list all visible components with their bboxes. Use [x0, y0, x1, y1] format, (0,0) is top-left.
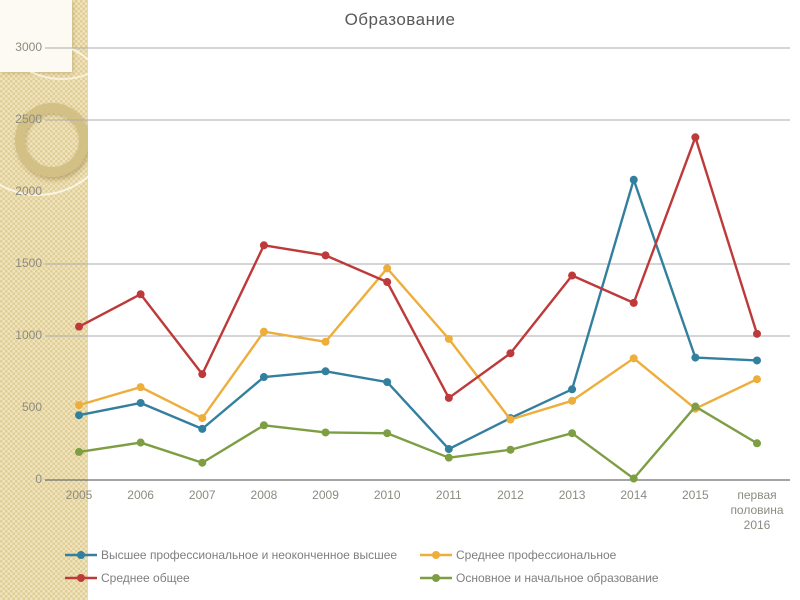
- x-axis-label: 2012: [497, 488, 524, 502]
- legend-label: Среднее общее: [101, 571, 190, 585]
- data-point: [691, 402, 700, 411]
- data-point: [506, 415, 515, 424]
- data-point: [75, 401, 83, 410]
- legend-marker-icon: [420, 574, 452, 582]
- data-point: [75, 447, 83, 456]
- legend-marker-icon: [65, 574, 97, 582]
- legend-label: Высшее профессиональное и неоконченное в…: [101, 548, 398, 562]
- data-point: [75, 411, 83, 420]
- legend-marker-icon: [65, 551, 97, 559]
- data-point: [259, 373, 268, 382]
- data-point: [629, 175, 638, 184]
- data-point: [75, 322, 83, 331]
- data-point: [568, 396, 577, 405]
- data-point: [136, 290, 145, 299]
- data-point: [136, 438, 145, 447]
- data-point: [136, 383, 145, 392]
- data-point: [259, 327, 268, 336]
- legend-label: Среднее профессиональное: [456, 548, 617, 562]
- x-axis-label: 2013: [558, 488, 586, 502]
- data-point: [691, 133, 700, 142]
- x-axis-label: 2006: [127, 488, 154, 502]
- data-point: [568, 385, 577, 394]
- chart-title: Образование: [344, 10, 456, 29]
- y-axis-label: 1500: [15, 256, 42, 270]
- series-line-2: [78, 136, 759, 400]
- data-point: [198, 424, 207, 433]
- data-point: [691, 353, 700, 362]
- x-axis-label: 2007: [188, 488, 216, 502]
- x-axis-label: первая половина 2016: [730, 488, 784, 532]
- data-point: [629, 474, 638, 483]
- data-point: [136, 398, 145, 407]
- data-point: [198, 414, 207, 423]
- data-point: [444, 453, 453, 462]
- data-point: [753, 329, 761, 338]
- data-point: [444, 334, 453, 343]
- x-axis-label: 2015: [682, 488, 709, 502]
- legend-marker-icon: [420, 551, 452, 559]
- data-point: [198, 370, 207, 379]
- decorative-circle: [0, 40, 88, 196]
- data-point: [321, 367, 330, 376]
- series-line-3: [78, 405, 758, 480]
- y-axis-label: 3000: [15, 40, 42, 54]
- data-point: [753, 439, 761, 448]
- data-point: [629, 298, 638, 307]
- y-axis-label: 0: [35, 472, 42, 486]
- data-point: [568, 429, 577, 438]
- legend-item: Среднее общее: [65, 571, 190, 585]
- y-axis-label: 1000: [15, 328, 42, 342]
- data-point: [506, 349, 515, 358]
- data-point: [383, 278, 392, 286]
- data-point: [629, 354, 638, 363]
- data-point: [259, 241, 268, 250]
- x-axis-label: 2011: [435, 488, 462, 502]
- decorative-sidebar: [0, 0, 88, 600]
- series-line-1: [78, 267, 758, 421]
- data-point: [198, 458, 207, 467]
- data-point: [321, 428, 330, 437]
- data-point: [444, 445, 453, 454]
- data-point: [383, 378, 392, 387]
- y-axis-label: 500: [21, 400, 42, 414]
- data-point: [753, 375, 761, 384]
- x-axis-label: 2005: [65, 488, 93, 502]
- data-point: [321, 337, 330, 346]
- y-axis-label: 2000: [15, 184, 42, 198]
- data-point: [383, 264, 392, 273]
- data-point: [753, 356, 761, 365]
- x-axis-label: 2008: [250, 488, 278, 502]
- decorative-ring: [15, 103, 88, 177]
- x-axis-label: 2009: [312, 488, 339, 502]
- series-line-0: [78, 178, 758, 451]
- data-point: [506, 445, 515, 454]
- legend-item: Среднее профессиональное: [420, 548, 616, 562]
- data-point: [321, 251, 330, 260]
- legend-item: Высшее профессиональное и неоконченное в…: [65, 548, 397, 562]
- x-axis-label: 2010: [373, 488, 401, 502]
- x-axis-label: 2014: [620, 488, 648, 502]
- data-point: [568, 271, 577, 280]
- y-axis-label: 2500: [15, 112, 42, 126]
- data-point: [383, 429, 392, 438]
- legend-item: Основное и начальное образование: [420, 571, 659, 585]
- data-point: [259, 421, 268, 430]
- data-point: [444, 393, 453, 402]
- legend-label: Основное и начальное образование: [456, 571, 659, 585]
